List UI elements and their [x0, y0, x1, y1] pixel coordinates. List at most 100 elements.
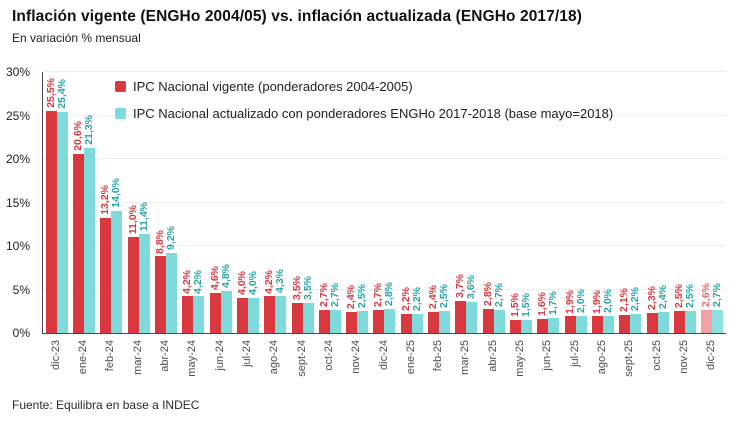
bar-value-label: 9,2% [164, 226, 177, 250]
bar-actualizado [83, 147, 95, 333]
bar-actualizado [138, 233, 150, 333]
bar-group: 4,0% 4,0% [234, 72, 261, 333]
x-tick-label: jul-24 [240, 340, 253, 367]
bar-group: 2,4% 2,5% [344, 72, 371, 333]
chart-subtitle: En variación % mensual [12, 31, 141, 45]
bar-value-label: 4,2% [192, 269, 205, 294]
bar-actualizado [439, 311, 451, 333]
bar-vigente [346, 312, 358, 333]
bar-value-label: 11,0% [126, 205, 139, 235]
gridline [43, 201, 726, 203]
x-tick-label: abr-24 [158, 340, 171, 372]
bar-vigente [482, 308, 494, 333]
x-tick-label: mar-25 [459, 340, 472, 375]
bar-group: 11,0% 11,4% [125, 72, 152, 333]
chart-legend: IPC Nacional vigente (ponderadores 2004-… [115, 79, 613, 133]
bar-vigente [209, 292, 221, 333]
bar-value-label: 2,7% [711, 282, 724, 307]
bar-value-label: 14,0% [110, 178, 123, 209]
bar-value-label: 2,8% [383, 281, 396, 306]
bar-vigente [318, 309, 330, 333]
x-tick-label: jul-25 [568, 340, 581, 367]
bar-group: 2,1% 2,2% [617, 72, 644, 333]
x-tick-label: abr-25 [486, 340, 499, 372]
bar-actualizado [493, 309, 505, 333]
bar-group: 2,5% 2,5% [671, 72, 698, 333]
legend-label-actualizado: IPC Nacional actualizado con ponderadore… [133, 105, 614, 121]
bar-value-label: 4,3% [274, 268, 287, 293]
bar-vigente [373, 309, 385, 333]
x-tick-label: dic-25 [705, 340, 718, 370]
bar-group: 2,2% 2,2% [398, 72, 425, 333]
bar-group: 2,6% 2,7% [699, 72, 726, 333]
y-axis: 0% 5% 10% 15% 20% 25% 30% [0, 65, 38, 340]
plot-area: 25,5% 25,4% 20,6% 21,3% 13,2% 14,0% 11,0% 11,4%… [42, 71, 726, 334]
y-tick-label: 15% [5, 195, 30, 210]
bar-vigente [428, 312, 440, 333]
bar-actualizado [384, 308, 396, 333]
bar-group: 20,6% 21,3% [70, 72, 97, 333]
bar-vigente [182, 296, 194, 333]
bar-value-label: 2,2% [410, 286, 423, 311]
bar-value-label: 3,5% [301, 275, 314, 300]
bar-value-label: 2,0% [602, 288, 615, 313]
bar-value-label: 3,6% [465, 274, 478, 299]
gridline [43, 114, 726, 116]
bar-actualizado [357, 311, 369, 333]
bar-vigente [646, 313, 658, 333]
x-tick-label: feb-25 [432, 340, 445, 372]
bar-actualizado [193, 296, 205, 333]
bar-actualizado [548, 318, 560, 333]
x-tick-label: oct-25 [650, 340, 663, 371]
bar-vigente [537, 319, 549, 333]
x-tick-label: ene-24 [76, 340, 89, 375]
gridline [43, 245, 726, 246]
bar-vigente [100, 218, 112, 333]
bar-actualizado [111, 211, 123, 333]
bar-value-label: 4,6% [208, 266, 221, 290]
y-tick-label: 5% [12, 282, 30, 297]
bar-group: 3,7% 3,6% [453, 72, 480, 333]
source-note: Fuente: Equilibra en base a INDEC [12, 398, 200, 412]
bar-value-label: 21,3% [82, 114, 95, 145]
bar-vigente [455, 300, 467, 333]
legend-item-vigente: IPC Nacional vigente (ponderadores 2004-… [115, 79, 613, 94]
bar-actualizado [220, 291, 232, 333]
bar-value-label: 2,4% [656, 285, 669, 310]
gridline [43, 158, 726, 159]
bar-actualizado [603, 315, 615, 333]
bar-group: 2,4% 2,5% [425, 72, 452, 333]
chart-title: Inflación vigente (ENGHo 2004/05) vs. in… [12, 8, 582, 25]
bar-actualizado [247, 298, 259, 333]
x-tick-label: sept-25 [623, 340, 636, 377]
x-tick-label: nov-24 [350, 340, 363, 374]
bar-value-label: 2,7% [328, 282, 341, 307]
bar-value-label: 2,5% [356, 284, 369, 309]
bar-group: 25,5% 25,4% [43, 72, 70, 333]
bar-vigente [154, 256, 166, 333]
y-tick-label: 25% [5, 108, 30, 123]
x-tick-label: feb-24 [104, 340, 117, 372]
bar-value-label: 2,2% [629, 286, 642, 311]
bar-group: 1,5% 1,5% [507, 72, 534, 333]
bar-actualizado [56, 112, 68, 333]
x-tick-label: mar-24 [131, 340, 144, 375]
bar-vigente [510, 319, 522, 333]
bar-vigente [291, 302, 303, 333]
bar-group: 2,8% 2,7% [480, 72, 507, 333]
legend-swatch-actualizado [115, 107, 126, 119]
bar-actualizado [575, 315, 587, 333]
bar-actualizado [685, 311, 697, 333]
x-tick-label: jun-25 [541, 340, 554, 371]
bar-group: 4,2% 4,3% [262, 72, 289, 333]
bar-group: 1,9% 2,0% [589, 72, 616, 333]
bar-value-label: 3,5% [290, 275, 303, 300]
x-tick-label: ene-25 [404, 340, 417, 375]
bar-group: 2,7% 2,8% [371, 72, 398, 333]
bar-vigente [619, 314, 631, 333]
bar-actualizado [411, 313, 423, 333]
x-tick-label: may-25 [514, 340, 527, 377]
bar-actualizado [657, 312, 669, 333]
bar-value-label: 25,5% [44, 78, 57, 109]
